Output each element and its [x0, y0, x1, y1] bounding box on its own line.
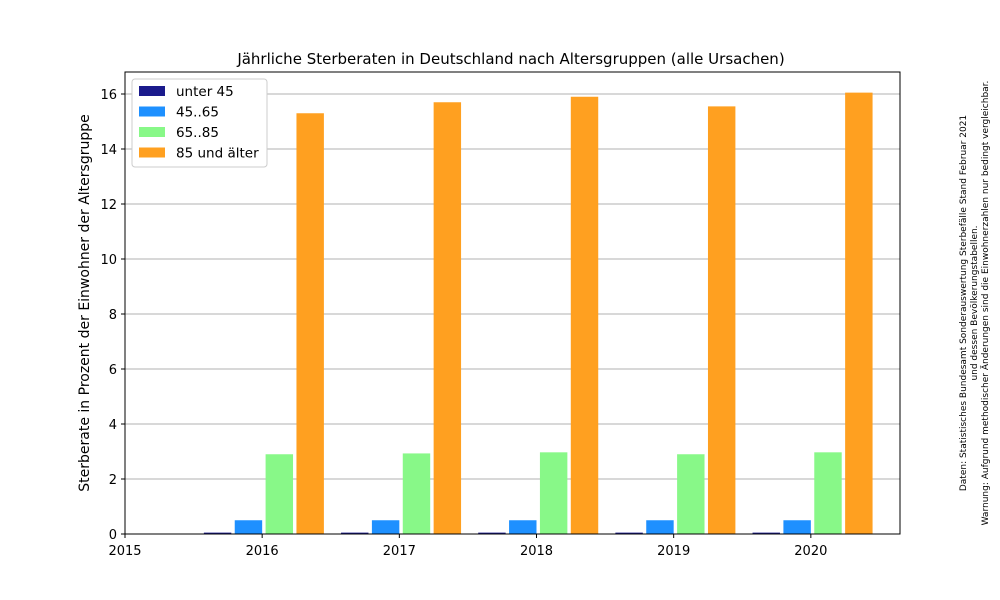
legend-swatch: [139, 86, 165, 96]
chart-title: Jährliche Sterberaten in Deutschland nac…: [236, 50, 784, 68]
bar-45-65-2020: [783, 520, 811, 534]
bar-unter-45-2017: [341, 532, 369, 534]
legend-swatch: [139, 127, 165, 137]
bar-unter-45-2018: [478, 532, 506, 534]
x-tick-label: 2019: [657, 544, 690, 559]
y-tick-label: 6: [109, 363, 117, 378]
bar-85-und-lter-2019: [707, 106, 736, 534]
bar-45-65-2016: [234, 520, 263, 534]
bar-unter-45-2019: [615, 532, 643, 534]
bar-85-und-lter-2017: [433, 102, 462, 534]
y-tick-label: 8: [109, 308, 117, 323]
legend: unter 45 45..65 65..85 85 und älter: [131, 78, 268, 168]
y-tick-label: 10: [100, 253, 117, 268]
legend-swatch: [139, 106, 165, 117]
bar-85-und-lter-2020: [845, 92, 873, 534]
x-tick-label: 2016: [246, 544, 279, 559]
bar-85-und-lter-2018: [570, 96, 599, 534]
legend-label: 45..65: [176, 105, 219, 121]
bar-65-85-2016: [265, 454, 294, 534]
ticks: 0 2 4 6 8 10 12 14 16 2015 2016 2017 2018 2019 2020: [100, 88, 827, 559]
bar-65-85-2019: [677, 454, 705, 534]
legend-label: 65..85: [176, 125, 219, 141]
legend-swatch: [139, 147, 165, 158]
bar-unter-45-2016: [203, 532, 232, 534]
x-tick-label: 2015: [108, 544, 141, 559]
bar-unter-45-2020: [752, 532, 780, 534]
bar-65-85-2018: [539, 452, 568, 534]
y-tick-label: 2: [109, 473, 117, 488]
legend-label: 85 und älter: [176, 146, 259, 162]
y-tick-label: 16: [100, 88, 117, 103]
legend-label: unter 45: [176, 84, 234, 100]
source-note-line: Warnung: Aufgrund methodischer Änderunge…: [980, 81, 991, 526]
source-note-line: und dessen Bevölkerungstabellen.: [970, 225, 980, 380]
bar-45-65-2019: [646, 520, 674, 534]
bar-65-85-2017: [402, 453, 431, 534]
y-tick-label: 4: [109, 418, 117, 433]
x-tick-label: 2018: [520, 544, 553, 559]
bar-45-65-2018: [509, 520, 537, 534]
bar-45-65-2017: [371, 520, 400, 534]
x-tick-label: 2017: [383, 544, 416, 559]
y-tick-label: 14: [100, 143, 117, 158]
y-tick-label: 0: [109, 528, 117, 543]
source-note-line: Daten: Statistisches Bundesamt Sonderaus…: [959, 115, 969, 491]
y-axis-label: Sterberate in Prozent der Einwohner der …: [77, 114, 93, 491]
plot-frame: [124, 71, 901, 535]
bars: [203, 92, 873, 534]
bar-65-85-2020: [814, 452, 842, 534]
bar-85-und-lter-2016: [296, 113, 324, 534]
source-notes: Daten: Statistisches Bundesamt Sonderaus…: [959, 81, 991, 526]
x-tick-label: 2020: [794, 544, 827, 559]
legend-box: [131, 78, 268, 168]
y-tick-label: 12: [100, 198, 117, 213]
